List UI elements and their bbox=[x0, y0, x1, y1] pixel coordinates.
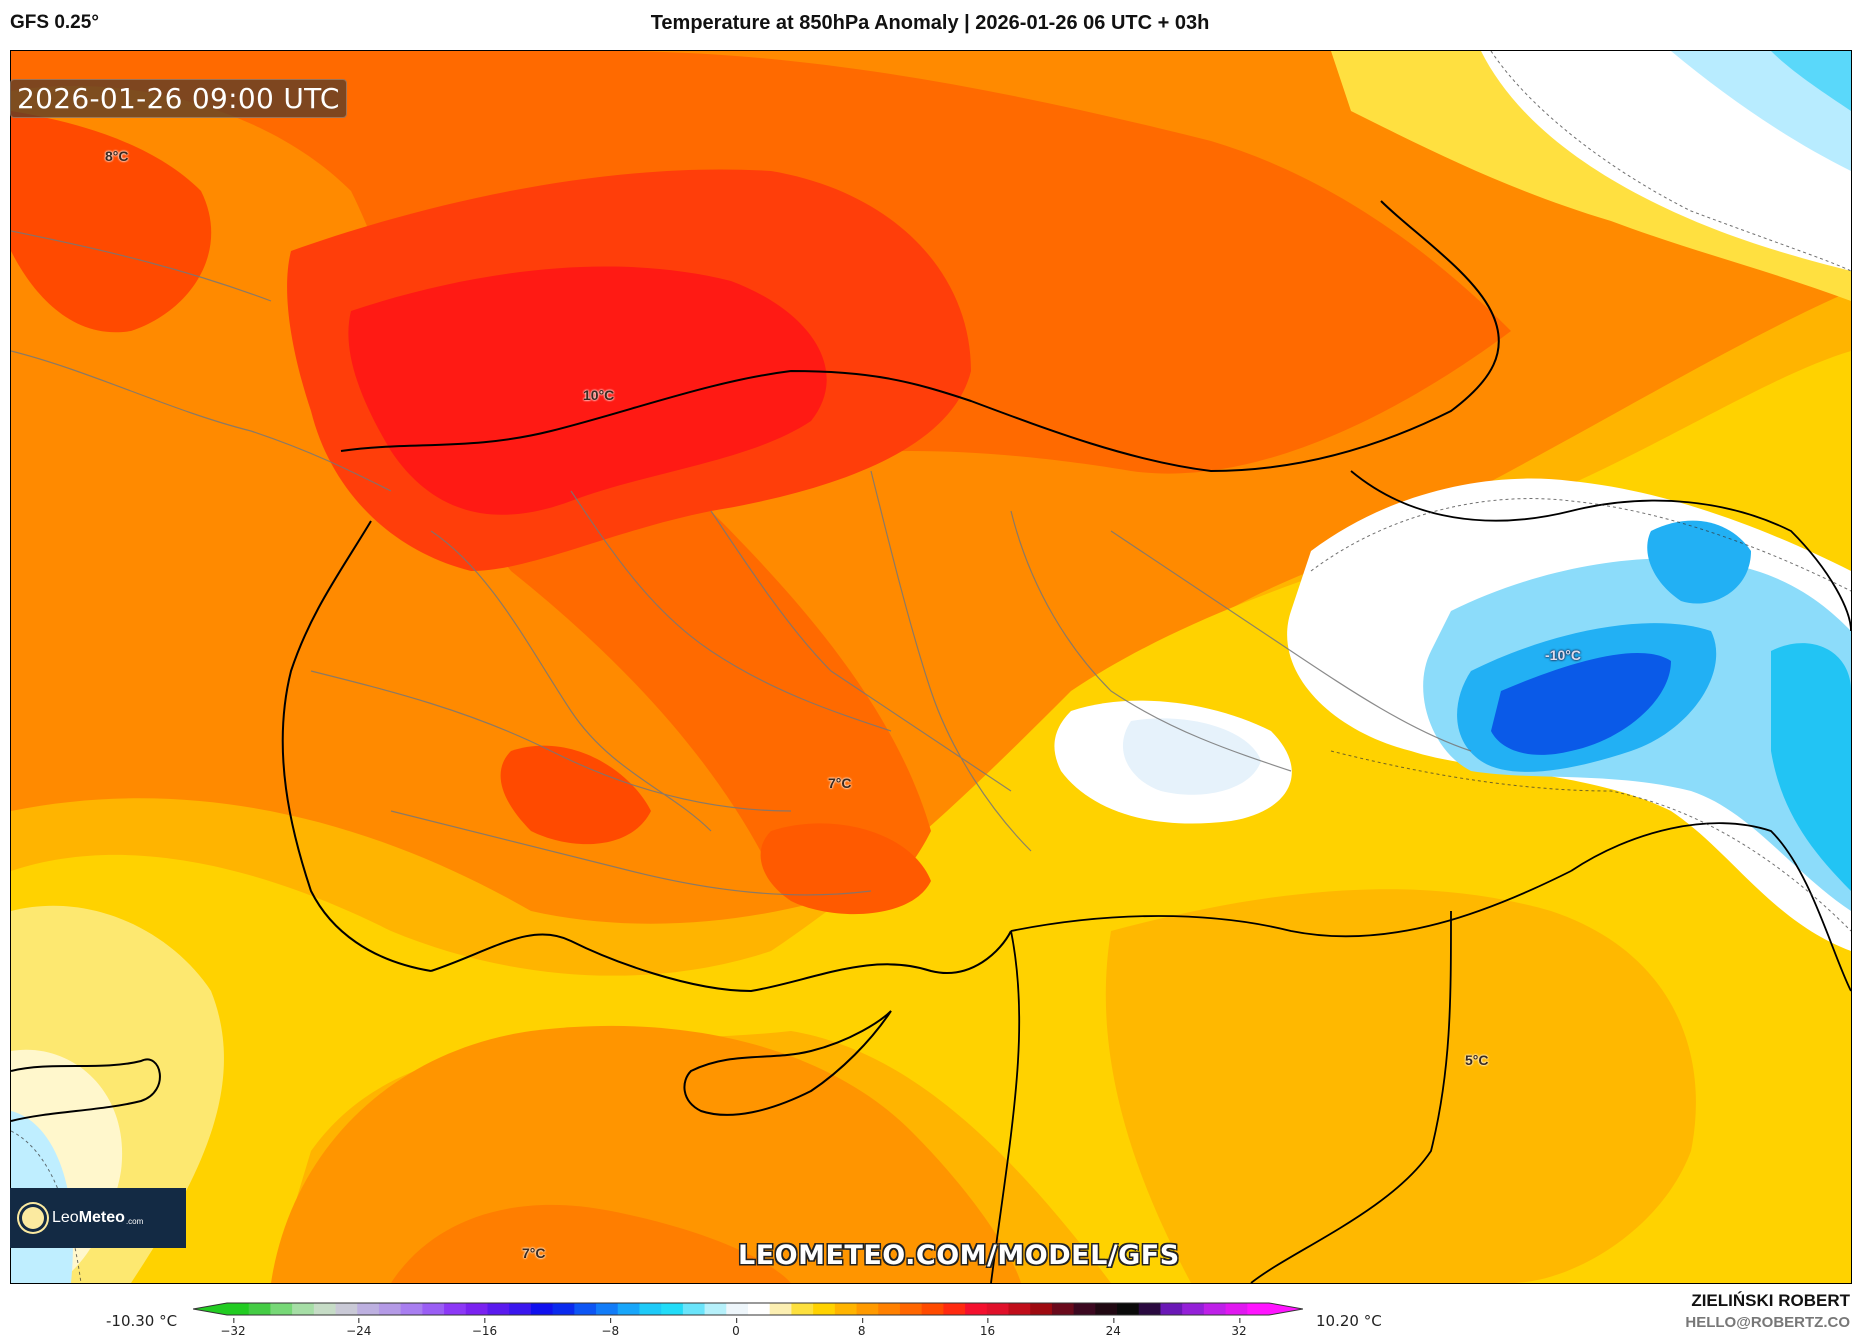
contour-label: 5°C bbox=[1465, 1052, 1489, 1068]
colorbar-tick: 16 bbox=[979, 1318, 996, 1338]
author-credit: ZIELIŃSKI ROBERT bbox=[1691, 1291, 1850, 1310]
model-label: GFS 0.25° bbox=[10, 12, 99, 33]
colorbar-tick: 24 bbox=[1105, 1318, 1121, 1338]
chart-title: Temperature at 850hPa Anomaly | 2026-01-… bbox=[650, 12, 1210, 34]
colorbar-tick: −16 bbox=[471, 1318, 498, 1338]
contour-label: 10°C bbox=[583, 387, 615, 403]
anomaly-map[interactable] bbox=[10, 50, 1852, 1284]
colorbar-tick: 0 bbox=[732, 1318, 740, 1338]
colorbar-max-label: 10.20 °C bbox=[1316, 1312, 1382, 1330]
colorbar-tick: −24 bbox=[346, 1318, 372, 1338]
logo-text-bold: Meteo bbox=[78, 1209, 125, 1226]
contour-label: -10°C bbox=[1545, 647, 1581, 663]
map-contours bbox=[11, 51, 1851, 1283]
logo-text-regular: Leo bbox=[52, 1209, 79, 1226]
valid-time-badge: 2026-01-26 09:00 UTC bbox=[10, 79, 347, 118]
leometeo-logo[interactable]: Leo Meteo .com bbox=[10, 1188, 186, 1248]
contour-label: 8°C bbox=[105, 148, 129, 164]
logo-text-suffix: .com bbox=[125, 1216, 144, 1226]
colorbar-ticks: −32 −24 −16 −8 0 8 16 24 32 bbox=[0, 1318, 1860, 1338]
source-watermark: LEOMETEO.COM/MODEL/GFS bbox=[738, 1240, 1180, 1271]
colorbar-tick: −8 bbox=[601, 1318, 620, 1338]
colorbar bbox=[193, 1302, 1303, 1316]
colorbar-tick: −32 bbox=[220, 1318, 246, 1338]
colorbar-tick: 8 bbox=[857, 1318, 866, 1338]
colorbar-tick: 32 bbox=[1231, 1318, 1247, 1338]
contour-label: 7°C bbox=[828, 775, 852, 791]
author-email[interactable]: HELLO@ROBERTZ.CO bbox=[1685, 1314, 1850, 1331]
colorbar-min-label: -10.30 °C bbox=[106, 1312, 178, 1330]
sun-icon bbox=[22, 1207, 44, 1229]
contour-label: 7°C bbox=[522, 1245, 546, 1261]
